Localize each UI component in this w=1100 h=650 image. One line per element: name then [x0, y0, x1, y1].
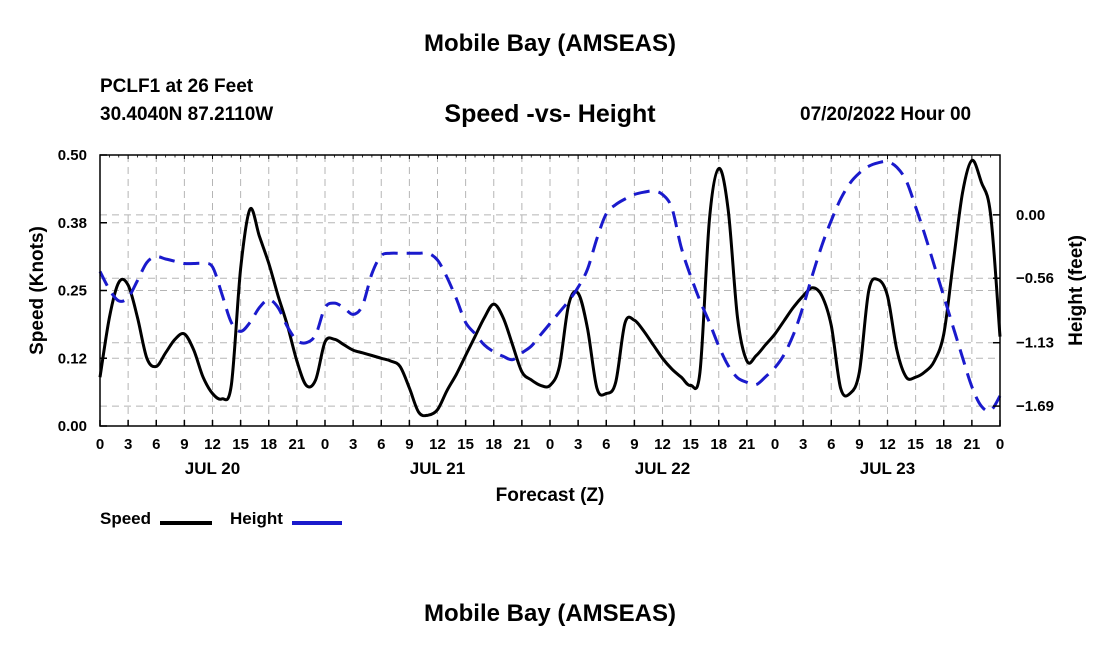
station-label: PCLF1 at 26 Feet: [100, 76, 254, 97]
x-tick-label: 9: [405, 436, 413, 453]
x-tick-label: 0: [771, 436, 779, 453]
x-tick-label: 0: [96, 436, 104, 453]
chart-title: Speed -vs- Height: [444, 100, 656, 128]
y-tick-label: 0.00: [58, 418, 87, 435]
x-tick-label: 21: [514, 436, 531, 453]
legend-speed-label: Speed: [100, 509, 152, 528]
x-tick-label: 3: [349, 436, 357, 453]
y2-axis-label: Height (feet): [1066, 235, 1087, 346]
x-tick-label: 3: [574, 436, 582, 453]
y-tick-label: 0.38: [58, 215, 87, 232]
x-tick-label: 6: [152, 436, 160, 453]
day-label: JUL 22: [635, 459, 690, 478]
x-tick-label: 18: [710, 436, 727, 453]
series-line-height: [98, 159, 1002, 413]
legend-height-label: Height: [230, 509, 283, 528]
x-tick-label: 0: [996, 436, 1004, 453]
forecast-run-time: 07/20/2022 Hour 00: [800, 104, 972, 125]
y-tick-label: 0.25: [58, 283, 87, 300]
x-tick-label: 6: [602, 436, 610, 453]
x-tick-label: 15: [457, 436, 474, 453]
y-tick-label: 0.50: [58, 147, 87, 164]
main-title: Mobile Bay (AMSEAS): [423, 30, 677, 57]
x-tick-label: 0: [546, 436, 554, 453]
station-coordinates: 30.4040N 87.2110W: [100, 104, 274, 125]
day-label: JUL 21: [410, 459, 465, 478]
axes: 0 3 6 9 12 15 18 21 0 3 6 9 12 15 18 21 0 3 6 9 12 15 18 21 0 3 6 9…: [58, 147, 1054, 478]
legend-height-swatch: [292, 521, 342, 525]
legend-speed-swatch: [160, 521, 212, 525]
x-tick-label: 15: [232, 436, 249, 453]
x-tick-label: 6: [827, 436, 835, 453]
y2-tick-label: −1.13: [1016, 335, 1054, 352]
series-layer: [98, 158, 1002, 418]
x-tick-label: 18: [935, 436, 952, 453]
x-tick-label: 21: [739, 436, 756, 453]
x-tick-label: 3: [799, 436, 807, 453]
y-tick-label: 0.12: [58, 350, 87, 367]
y2-tick-label: 0.00: [1016, 207, 1045, 224]
y2-tick-label: −0.56: [1016, 270, 1054, 287]
x-tick-label: 15: [682, 436, 699, 453]
x-tick-label: 12: [429, 436, 446, 453]
x-tick-label: 18: [260, 436, 277, 453]
y-axis-label: Speed (Knots): [27, 226, 48, 355]
day-label: JUL 23: [860, 459, 915, 478]
x-tick-label: 12: [204, 436, 221, 453]
day-label: JUL 20: [185, 459, 240, 478]
x-tick-label: 9: [630, 436, 638, 453]
x-tick-label: 6: [377, 436, 385, 453]
x-tick-label: 15: [907, 436, 924, 453]
y2-tick-label: −1.69: [1016, 398, 1054, 415]
x-tick-label: 3: [124, 436, 132, 453]
series-line-speed: [98, 158, 1002, 418]
x-axis-label: Forecast (Z): [496, 485, 605, 506]
x-tick-label: 12: [879, 436, 896, 453]
x-tick-label: 9: [855, 436, 863, 453]
x-tick-label: 21: [964, 436, 981, 453]
x-tick-label: 9: [180, 436, 188, 453]
x-tick-label: 12: [654, 436, 671, 453]
x-tick-label: 18: [485, 436, 502, 453]
x-tick-label: 0: [321, 436, 329, 453]
footer-title: Mobile Bay (AMSEAS): [423, 600, 677, 627]
x-tick-label: 21: [289, 436, 306, 453]
